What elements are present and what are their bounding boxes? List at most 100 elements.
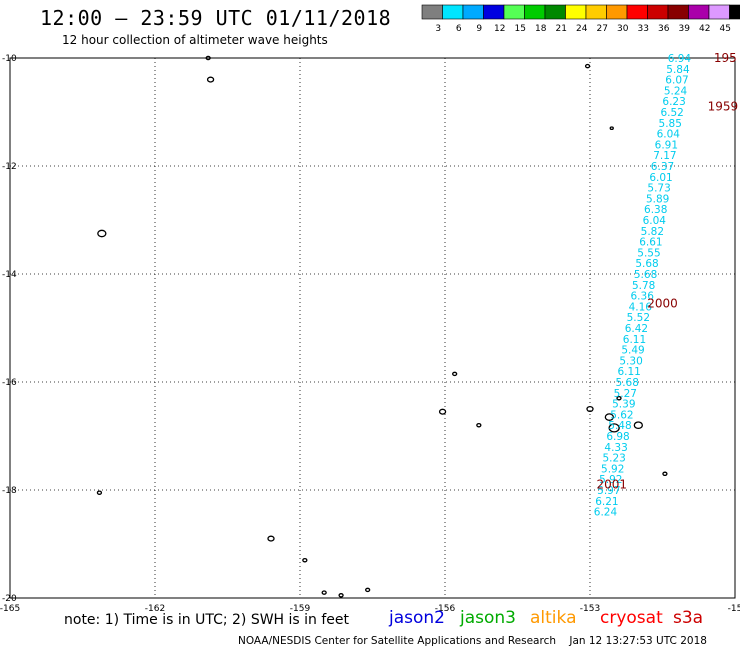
wave-height-label: 6.23 bbox=[662, 96, 685, 108]
wave-height-label: 4.16 bbox=[629, 301, 653, 313]
wave-height-label: 6.94 bbox=[668, 53, 692, 65]
colorbar-swatch bbox=[524, 4, 546, 20]
wave-height-label: 5.85 bbox=[659, 118, 682, 130]
wave-height-label: 6.98 bbox=[606, 431, 629, 443]
wave-height-label: 5.68 bbox=[616, 377, 639, 389]
colorbar-label: 24 bbox=[576, 24, 588, 34]
y-tick-label: -20 bbox=[2, 594, 17, 604]
time-label: 2001 bbox=[596, 478, 627, 492]
wave-height-label: 6.01 bbox=[649, 172, 672, 184]
colorbar-swatch bbox=[503, 4, 525, 20]
colorbar-label: 18 bbox=[535, 24, 547, 34]
island-outline bbox=[97, 229, 107, 238]
wave-height-label: 4.33 bbox=[604, 442, 627, 454]
colorbar-swatch bbox=[708, 4, 730, 20]
colorbar-label: 42 bbox=[699, 24, 710, 34]
wave-height-label: 6.24 bbox=[594, 507, 618, 519]
wave-height-label: 5.92 bbox=[601, 463, 624, 475]
island-outline bbox=[206, 76, 215, 83]
colorbar-label: 27 bbox=[597, 24, 608, 34]
time-label: 1959 bbox=[708, 100, 739, 114]
colorbar-swatch bbox=[647, 4, 669, 20]
colorbar-swatch bbox=[442, 4, 464, 20]
colorbar-label: 33 bbox=[638, 24, 649, 34]
wave-height-label: 5.30 bbox=[619, 355, 642, 367]
colorbar-label: 39 bbox=[679, 24, 691, 34]
colorbar-swatch bbox=[544, 4, 566, 20]
wave-height-label: 5.78 bbox=[632, 280, 655, 292]
y-tick-label: -18 bbox=[2, 486, 17, 496]
time-label: 2000 bbox=[647, 297, 678, 311]
colorbar-swatch bbox=[585, 4, 607, 20]
colorbar-label: 12 bbox=[494, 24, 505, 34]
colorbar-swatch bbox=[606, 4, 628, 20]
island-outline bbox=[96, 490, 103, 495]
colorbar-swatch bbox=[483, 4, 505, 20]
island-outline bbox=[609, 126, 614, 131]
island-outline bbox=[302, 557, 308, 563]
x-tick-label: -162 bbox=[145, 604, 165, 614]
colorbar-label: 21 bbox=[556, 24, 567, 34]
island-outline bbox=[476, 422, 482, 428]
colorbar-swatch bbox=[421, 4, 443, 20]
wave-height-label: 5.97 bbox=[597, 485, 620, 497]
sat-label-cryosat: cryosat bbox=[600, 608, 663, 628]
y-tick-label: -16 bbox=[2, 378, 17, 388]
wave-height-label: 6.37 bbox=[651, 161, 674, 173]
colorbar-label: 6 bbox=[456, 24, 462, 34]
x-tick-label: -15 bbox=[728, 604, 740, 614]
colorbar-label: 3 bbox=[435, 24, 441, 34]
island-outline bbox=[584, 63, 591, 69]
x-tick-label: -159 bbox=[290, 604, 311, 614]
island-outline bbox=[452, 371, 458, 377]
colorbar-swatch bbox=[626, 4, 648, 20]
x-tick-label: -165 bbox=[0, 604, 20, 614]
island-outline bbox=[438, 408, 447, 415]
colorbar-label: 30 bbox=[617, 24, 629, 34]
wave-height-label: 6.04 bbox=[643, 215, 667, 227]
wave-height-label: 5.39 bbox=[612, 399, 635, 411]
wave-height-label: 6.38 bbox=[644, 204, 667, 216]
island-outline bbox=[365, 587, 371, 593]
colorbar-label: 36 bbox=[658, 24, 670, 34]
footer-credit: NOAA/NESDIS Center for Satellite Applica… bbox=[238, 635, 707, 647]
island-outline bbox=[205, 55, 211, 61]
wave-height-label: 5.68 bbox=[635, 258, 658, 270]
wave-height-label: 5.27 bbox=[614, 388, 637, 400]
wave-height-label: 5.24 bbox=[664, 85, 688, 97]
sat-label-jason2: jason2 bbox=[389, 608, 445, 628]
colorbar-swatch bbox=[565, 4, 587, 20]
wave-height-label: 6.04 bbox=[657, 129, 681, 141]
wave-height-label: 5.23 bbox=[602, 453, 625, 465]
chart-title: 12:00 – 23:59 UTC 01/11/2018 bbox=[40, 6, 392, 30]
wave-height-label: 5.48 bbox=[608, 420, 631, 432]
sat-label-jason3: jason3 bbox=[460, 608, 516, 628]
island-outline bbox=[616, 395, 622, 401]
colorbar-swatch bbox=[688, 4, 710, 20]
y-tick-label: -12 bbox=[2, 162, 17, 172]
sat-label-s3a: s3a bbox=[673, 608, 704, 628]
colorbar-swatch bbox=[462, 4, 484, 20]
note-text: note: 1) Time is in UTC; 2) SWH is in fe… bbox=[64, 612, 350, 628]
y-tick-label: -10 bbox=[2, 54, 17, 64]
wave-height-label: 5.92 bbox=[599, 474, 622, 486]
wave-height-label: 6.36 bbox=[631, 291, 655, 303]
y-tick-label: -14 bbox=[2, 270, 17, 280]
island-outline bbox=[338, 593, 344, 598]
wave-height-label: 5.52 bbox=[627, 312, 650, 324]
island-outline bbox=[662, 471, 668, 477]
wave-height-label: 6.07 bbox=[665, 75, 688, 87]
wave-height-label: 5.49 bbox=[621, 345, 644, 357]
plot-frame bbox=[9, 57, 736, 599]
wave-height-label: 7.17 bbox=[653, 150, 676, 162]
wave-height-label: 5.84 bbox=[666, 64, 690, 76]
wave-height-label: 6.61 bbox=[639, 237, 662, 249]
wave-height-label: 5.68 bbox=[634, 269, 657, 281]
island-outline bbox=[586, 405, 594, 413]
colorbar-swatch bbox=[667, 4, 689, 20]
x-tick-label: -156 bbox=[435, 604, 456, 614]
island-outline bbox=[604, 413, 614, 421]
wave-height-label: 6.11 bbox=[623, 334, 646, 346]
